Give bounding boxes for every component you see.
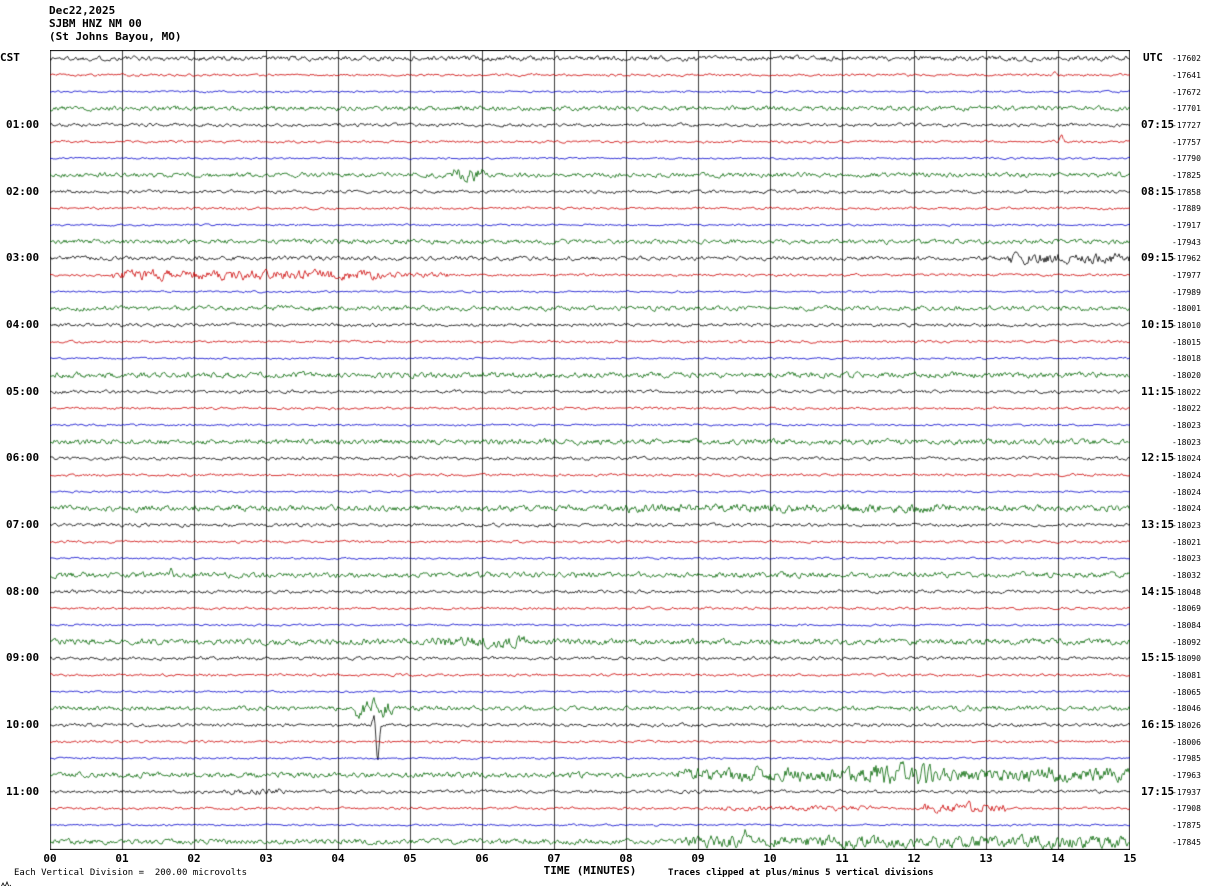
right-time-label: 11:15 — [1141, 384, 1175, 398]
baseline-count-label: -18023 — [1172, 554, 1201, 564]
scale-note: Each Vertical Division = 200.00 microvol… — [14, 868, 247, 878]
right-time-label: 07:15 — [1141, 118, 1175, 131]
baseline-count-label: -18024 — [1172, 504, 1201, 514]
baseline-count-label: -18006 — [1172, 737, 1201, 747]
baseline-count-label: -18026 — [1172, 721, 1201, 730]
baseline-count-label: -17727 — [1172, 121, 1201, 130]
left-time-label: 05:00 — [6, 384, 40, 398]
baseline-count-label: -18015 — [1172, 337, 1201, 347]
baseline-count-label: -18081 — [1172, 671, 1201, 680]
left-time-label: 06:00 — [6, 451, 40, 465]
baseline-count-label: -18032 — [1172, 571, 1201, 580]
baseline-count-label: -18023 — [1172, 437, 1201, 447]
baseline-count-label: -17790 — [1172, 154, 1201, 164]
baseline-count-label: -17908 — [1172, 804, 1201, 814]
x-tick-label: 04 — [331, 852, 345, 865]
baseline-count-label: -18018 — [1172, 354, 1201, 364]
left-time-label: 10:00 — [6, 718, 40, 731]
left-time-label: 04:00 — [6, 318, 40, 331]
baseline-count-label: -18022 — [1172, 387, 1201, 397]
plot-area — [50, 50, 1130, 850]
x-tick-label: 15 — [1123, 852, 1137, 865]
right-time-label: 09:15 — [1141, 251, 1175, 265]
baseline-count-label: -18024 — [1172, 487, 1201, 497]
baseline-count-label: -18021 — [1172, 537, 1201, 547]
x-tick-label: 00 — [43, 852, 57, 865]
right-time-label: 10:15 — [1141, 318, 1175, 331]
baseline-count-label: -18010 — [1172, 321, 1201, 330]
baseline-count-label: -17937 — [1172, 787, 1201, 797]
baseline-count-label: -18023 — [1172, 421, 1201, 430]
baseline-count-label: -18046 — [1172, 704, 1201, 714]
x-tick-label: 07 — [547, 852, 561, 865]
baseline-count-label: -17858 — [1172, 187, 1201, 197]
x-tick-label: 14 — [1051, 852, 1065, 865]
header-station: SJBM HNZ NM 00 — [49, 17, 142, 30]
baseline-count-label: -18090 — [1172, 654, 1201, 664]
baseline-count-label: -18022 — [1172, 404, 1201, 414]
baseline-count-label: -17875 — [1172, 821, 1201, 830]
x-tick-label: 13 — [979, 852, 993, 865]
right-time-label: 16:15 — [1141, 718, 1175, 731]
baseline-count-label: -18092 — [1172, 637, 1201, 647]
x-tick-label: 11 — [835, 852, 849, 865]
baseline-count-label: -17943 — [1172, 237, 1201, 247]
left-time-label: 09:00 — [6, 651, 40, 665]
x-tick-label: 06 — [475, 852, 489, 865]
right-time-label: 12:15 — [1141, 451, 1175, 465]
baseline-count-label: -17825 — [1172, 171, 1201, 180]
left-time-label: 07:00 — [6, 518, 40, 531]
baseline-count-label: -17917 — [1172, 221, 1201, 230]
x-tick-label: 09 — [691, 852, 705, 865]
baseline-count-label: -18065 — [1172, 687, 1201, 697]
baseline-count-label: -17977 — [1172, 271, 1201, 280]
x-tick-label: 12 — [907, 852, 921, 865]
baseline-count-label: -17701 — [1172, 104, 1201, 114]
baseline-count-label: -18020 — [1172, 371, 1201, 380]
x-tick-label: 10 — [763, 852, 777, 865]
baseline-count-label: -18048 — [1172, 587, 1201, 597]
right-time-label: 15:15 — [1141, 651, 1175, 665]
baseline-count-label: -18024 — [1172, 471, 1201, 480]
baseline-count-label: -17757 — [1172, 137, 1201, 147]
x-tick-label: 08 — [619, 852, 633, 865]
baseline-count-label: -17889 — [1172, 204, 1201, 214]
baseline-count-label: -17962 — [1172, 254, 1201, 264]
right-time-label: 13:15 — [1141, 518, 1175, 531]
baseline-count-label: -17989 — [1172, 287, 1201, 297]
baseline-count-label: -18084 — [1172, 621, 1201, 630]
baseline-count-label: -17985 — [1172, 754, 1201, 764]
baseline-count-label: -18023 — [1172, 521, 1201, 530]
left-time-label: 11:00 — [6, 784, 40, 798]
baseline-count-label: -17602 — [1172, 54, 1201, 64]
baseline-count-label: -17641 — [1172, 71, 1201, 80]
x-tick-label: 01 — [115, 852, 129, 865]
x-tick-label: 05 — [403, 852, 417, 865]
baseline-count-label: -18001 — [1172, 304, 1201, 314]
right-axis-label: UTC — [1143, 51, 1163, 64]
left-time-label: 03:00 — [6, 251, 40, 265]
right-time-label: 17:15 — [1141, 784, 1175, 798]
helicorder-canvas — [50, 50, 1130, 850]
baseline-count-label: -18069 — [1172, 604, 1201, 614]
left-time-label: 08:00 — [6, 584, 40, 598]
right-time-label: 14:15 — [1141, 584, 1175, 598]
baseline-count-label: -17845 — [1172, 837, 1201, 847]
left-time-label: 02:00 — [6, 184, 40, 198]
baseline-count-label: -17672 — [1172, 87, 1201, 97]
header-location: (St Johns Bayou, MO) — [49, 30, 182, 43]
header-date: Dec22,2025 — [49, 4, 116, 17]
corner-squiggle-icon — [1, 874, 12, 886]
baseline-count-label: -18024 — [1172, 454, 1201, 464]
x-tick-label: 03 — [259, 852, 273, 865]
x-tick-label: 02 — [187, 852, 201, 865]
baseline-count-label: -17963 — [1172, 771, 1201, 780]
left-time-label: 01:00 — [6, 118, 40, 131]
x-axis-title: TIME (MINUTES) — [543, 864, 637, 877]
left-axis-label: CST — [0, 51, 20, 64]
clip-note: Traces clipped at plus/minus 5 vertical … — [668, 868, 934, 878]
right-time-label: 08:15 — [1141, 184, 1175, 198]
